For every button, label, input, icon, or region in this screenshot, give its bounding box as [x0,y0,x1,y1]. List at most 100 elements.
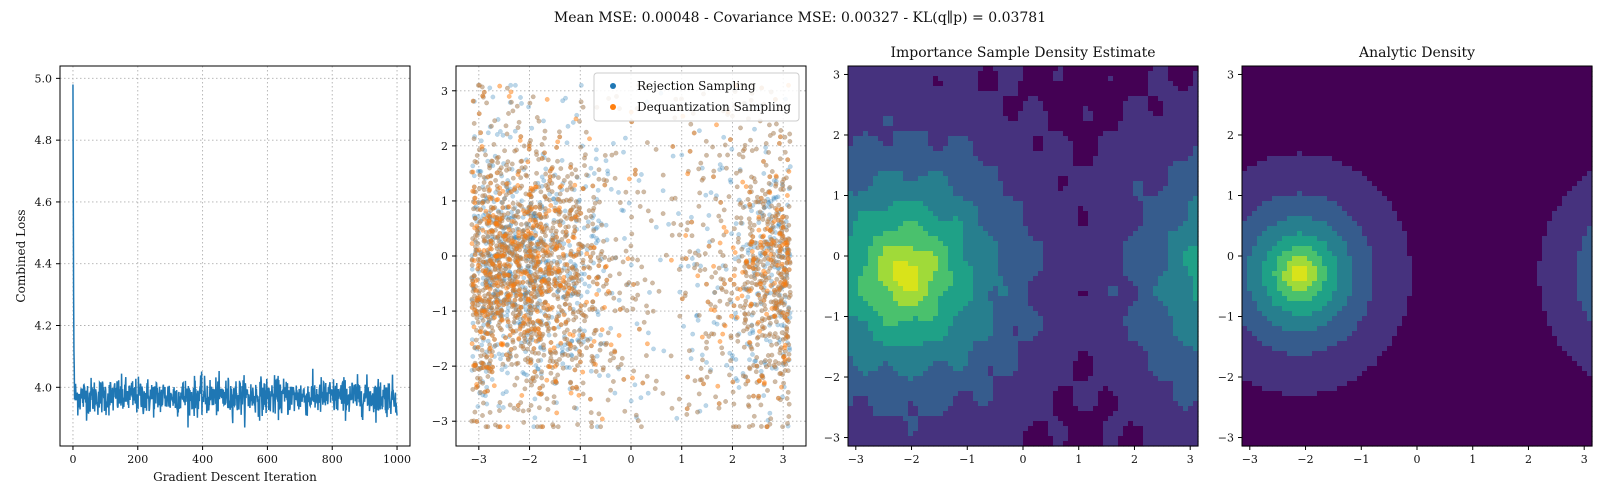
scatter-point [709,331,714,337]
scatter-point [560,365,566,371]
scatter-point [656,288,662,294]
scatter-point [758,360,764,365]
scatter-point [486,253,491,259]
loss-line [72,84,398,428]
scatter-point [692,250,698,256]
scatter-point [696,391,702,397]
scatter-point [498,309,504,314]
scatter-point [534,239,540,245]
scatter-point [776,265,782,271]
scatter-point [585,219,591,225]
scatter-point [523,172,529,178]
scatter-point [549,265,555,270]
scatter-point [478,353,484,359]
scatter-point [781,323,787,329]
scatter-point [612,390,618,396]
scatter-point [763,358,768,363]
scatter-point [660,188,666,194]
scatter-point [591,171,597,176]
scatter-point [753,281,759,287]
scatter-point [528,234,534,240]
scatter-point [484,100,489,106]
scatter-point [562,208,568,214]
scatter-point [555,372,561,378]
scatter-point [500,229,506,235]
scatter-point [767,204,772,210]
scatter-point [711,168,717,174]
scatter-point [587,336,593,342]
scatter-point [684,227,690,233]
scatter-point [525,321,531,327]
scatter-point [780,371,785,377]
scatter-point [774,276,780,282]
scatter-point [483,424,489,430]
scatter-point [646,330,651,336]
scatter-point [514,375,520,381]
scatter-point [768,416,774,422]
scatter-point [704,152,709,158]
scatter-point [787,253,793,259]
scatter-point [496,274,502,280]
scatter-point [566,224,571,230]
scatter-point [582,328,587,334]
scatter-point [490,94,496,100]
scatter-point [519,198,525,204]
scatter-point [526,263,531,269]
scatter-point [736,151,742,157]
scatter-point [547,349,553,355]
scatter-point [506,334,512,339]
scatter-point [746,216,752,222]
scatter-point [552,381,558,386]
scatter-point [486,320,492,325]
scatter-point [481,234,486,240]
scatter-point [534,170,539,176]
scatter-point [674,415,680,421]
scatter-point [498,306,504,311]
scatter-point [539,204,545,210]
scatter-point [753,369,759,375]
scatter-point [585,223,591,229]
scatter-point [733,376,739,381]
scatter-point [570,278,576,284]
scatter-point [781,361,786,367]
scatter-point [749,322,755,328]
scatter-point [575,363,580,368]
scatter-point [481,179,487,185]
scatter-point [780,220,786,226]
scatter-point [731,401,737,407]
scatter-point [756,291,761,296]
scatter-point [533,294,539,300]
scatter-point [522,386,528,392]
scatter-point [773,194,779,200]
scatter-point [546,320,551,326]
scatter-point [719,345,725,351]
scatter-point [516,312,522,317]
scatter-point [704,359,709,365]
scatter-point [513,235,518,240]
scatter-point [645,390,651,396]
scatter-chart-plot [469,82,793,430]
scatter-point [779,182,785,187]
scatter-point [645,140,650,146]
scatter-point [780,254,786,259]
scatter-point [528,403,534,408]
scatter-point [541,345,546,351]
scatter-point [569,171,575,177]
scatter-point [690,331,696,337]
scatter-point [620,259,626,265]
scatter-point [635,189,641,195]
scatter-point [754,291,760,297]
scatter-point [603,342,609,348]
scatter-point [558,199,563,205]
scatter-point [510,175,516,181]
scatter-point [733,221,739,227]
scatter-point [619,355,625,361]
scatter-point [595,309,600,314]
scatter-point [582,271,587,277]
scatter-point [571,253,576,259]
scatter-point [527,337,533,342]
scatter-point [510,193,516,199]
scatter-point [555,269,561,274]
scatter-point [628,398,634,404]
scatter-point [499,367,505,373]
